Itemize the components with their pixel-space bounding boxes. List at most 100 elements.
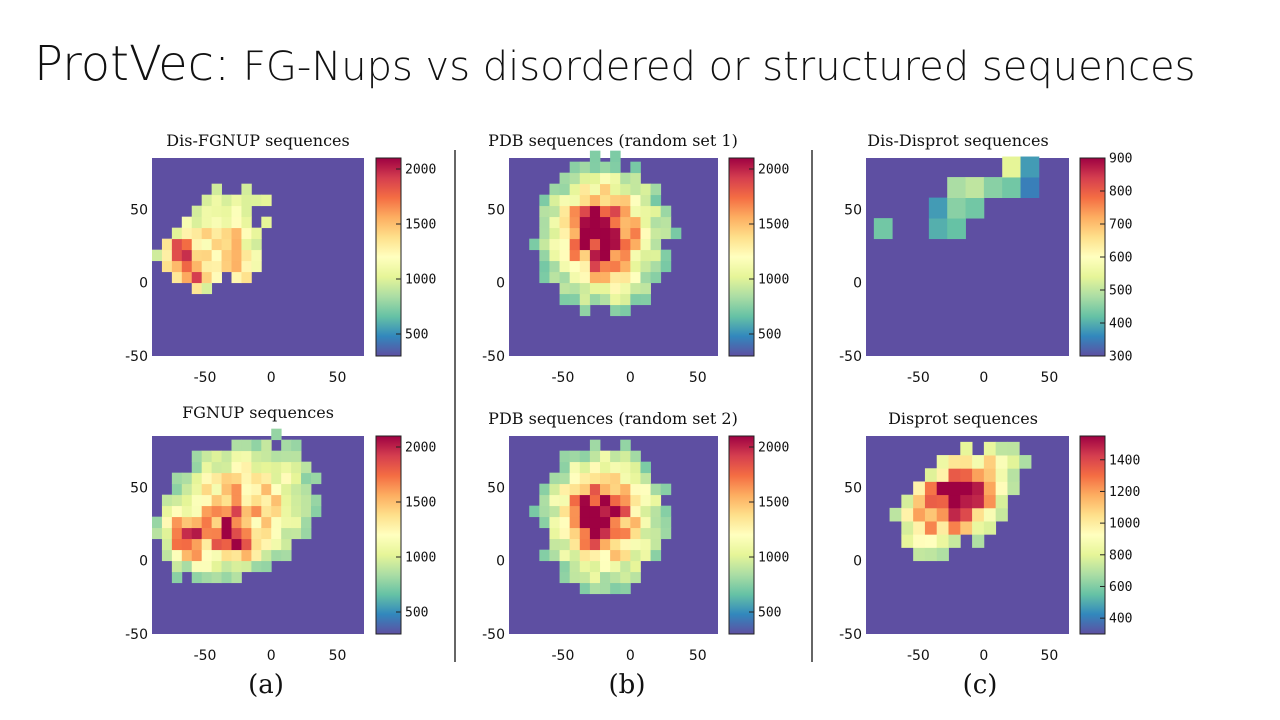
- heatmap-cell: [948, 481, 961, 496]
- heatmap-cell: [271, 450, 282, 463]
- heatmap-cell: [161, 260, 173, 273]
- heatmap-cell: [191, 461, 203, 474]
- heatmap-cell: [650, 205, 662, 218]
- heatmap-cell: [171, 538, 183, 551]
- heatmap-cell: [161, 505, 173, 518]
- heatmap-cell: [965, 197, 985, 219]
- heatmap-cell: [620, 549, 631, 562]
- heatmap-cell: [241, 549, 252, 562]
- heatmap-cell: [161, 516, 173, 529]
- heatmap-cell: [660, 505, 672, 518]
- heatmap-cell: [241, 216, 252, 229]
- heatmap-cell: [972, 481, 985, 496]
- heatmap-cell: [181, 549, 193, 562]
- heatmap-cell: [983, 507, 997, 522]
- heatmap-cell: [221, 527, 232, 540]
- heatmap-cell: [231, 571, 242, 584]
- heatmap-cell: [640, 505, 651, 518]
- heatmap-cell: [936, 547, 949, 562]
- heatmap-cell: [630, 494, 641, 507]
- heatmap-cell: [600, 450, 611, 463]
- heatmap-cell: [559, 260, 571, 273]
- heatmap-cell: [251, 516, 262, 529]
- heatmap-cell: [569, 516, 581, 529]
- heatmap-cell: [191, 516, 203, 529]
- heatmap-cell: [241, 194, 252, 207]
- heatmap-cell: [630, 205, 641, 218]
- heatmap-cell: [889, 507, 902, 522]
- heatmap-cell: [191, 483, 203, 496]
- heatmap-cell: [660, 216, 672, 229]
- heatmap-cell: [620, 439, 631, 452]
- heatmap-cell: [579, 527, 591, 540]
- heatmap-cell: [913, 521, 926, 535]
- heatmap-cell: [960, 455, 973, 469]
- heatmap-cell: [161, 494, 173, 507]
- heatmap-cell: [281, 527, 292, 540]
- heatmap-cell: [171, 238, 183, 251]
- heatmap-panel-5: Dis-Disprot sequences -50 0 50 -50 0 50 300 400 5…: [839, 131, 1132, 386]
- heatmap-cell: [640, 472, 651, 485]
- heatmap-cell: [549, 205, 560, 218]
- heatmap-cell: [221, 205, 232, 218]
- heatmap-cell: [161, 538, 173, 551]
- heatmap-cell: [640, 494, 651, 507]
- heatmap-cell: [589, 472, 601, 485]
- heatmap-cell: [201, 472, 213, 485]
- y-tick-label: 50: [130, 480, 148, 496]
- heatmap-cell: [271, 538, 282, 551]
- heatmap-cell: [600, 527, 611, 540]
- colorbar-tick-label: 2000: [758, 441, 789, 456]
- heatmap-cell: [995, 441, 1008, 456]
- heatmap-cell: [221, 494, 232, 507]
- heatmap-cell: [630, 194, 641, 207]
- heatmap-cell: [559, 227, 571, 240]
- heatmap-cell: [271, 483, 282, 496]
- heatmap-cell: [650, 494, 662, 507]
- heatmap-cell: [660, 516, 672, 529]
- heatmap-cell: [630, 483, 641, 496]
- heatmap-cell: [241, 238, 252, 251]
- heatmap-cell: [291, 505, 302, 518]
- heatmap-cell: [610, 227, 621, 240]
- heatmap-cell: [569, 194, 581, 207]
- heatmap-cell: [241, 205, 252, 218]
- heatmap-cell: [620, 527, 631, 540]
- heatmap-cell: [261, 505, 272, 518]
- heatmap-cell: [281, 461, 292, 474]
- heatmap-cell: [610, 293, 621, 306]
- heatmap-cell: [191, 238, 203, 251]
- heatmap-cell: [913, 481, 926, 496]
- heatmap-cell: [211, 205, 222, 218]
- heatmap-cell: [610, 472, 621, 485]
- heatmap-cell: [201, 249, 213, 262]
- heatmap-cell: [630, 560, 641, 573]
- heatmap-cell: [559, 205, 571, 218]
- heatmap-cell: [201, 538, 213, 551]
- heatmap-cell: [211, 238, 222, 251]
- heatmap-cell: [960, 441, 973, 456]
- heatmap-cell: [261, 527, 272, 540]
- panel-title: Disprot sequences: [888, 409, 1038, 428]
- heatmap-cell: [211, 483, 222, 496]
- x-tick-label: -50: [907, 648, 930, 664]
- heatmap-cell: [579, 194, 591, 207]
- heatmap-cell: [152, 527, 163, 540]
- heatmap-cell: [539, 227, 550, 240]
- heatmap-cell: [965, 177, 985, 198]
- heatmap-cell: [211, 461, 222, 474]
- heatmap-cell: [936, 521, 949, 535]
- heatmap-cell: [271, 472, 282, 485]
- heatmap-cell: [549, 271, 560, 284]
- heatmap-cell: [539, 194, 550, 207]
- heatmap-cell: [620, 172, 631, 185]
- heatmap-cell: [600, 461, 611, 474]
- x-tick-label: 0: [979, 648, 988, 664]
- heatmap-cell: [579, 260, 591, 273]
- heatmap-cell: [231, 516, 242, 529]
- heatmap-cell: [1007, 468, 1020, 482]
- colorbar-tick-label: 1400: [1109, 453, 1140, 468]
- heatmap-cell: [201, 516, 213, 529]
- heatmap-cell: [539, 516, 550, 529]
- heatmap-cell: [947, 197, 966, 219]
